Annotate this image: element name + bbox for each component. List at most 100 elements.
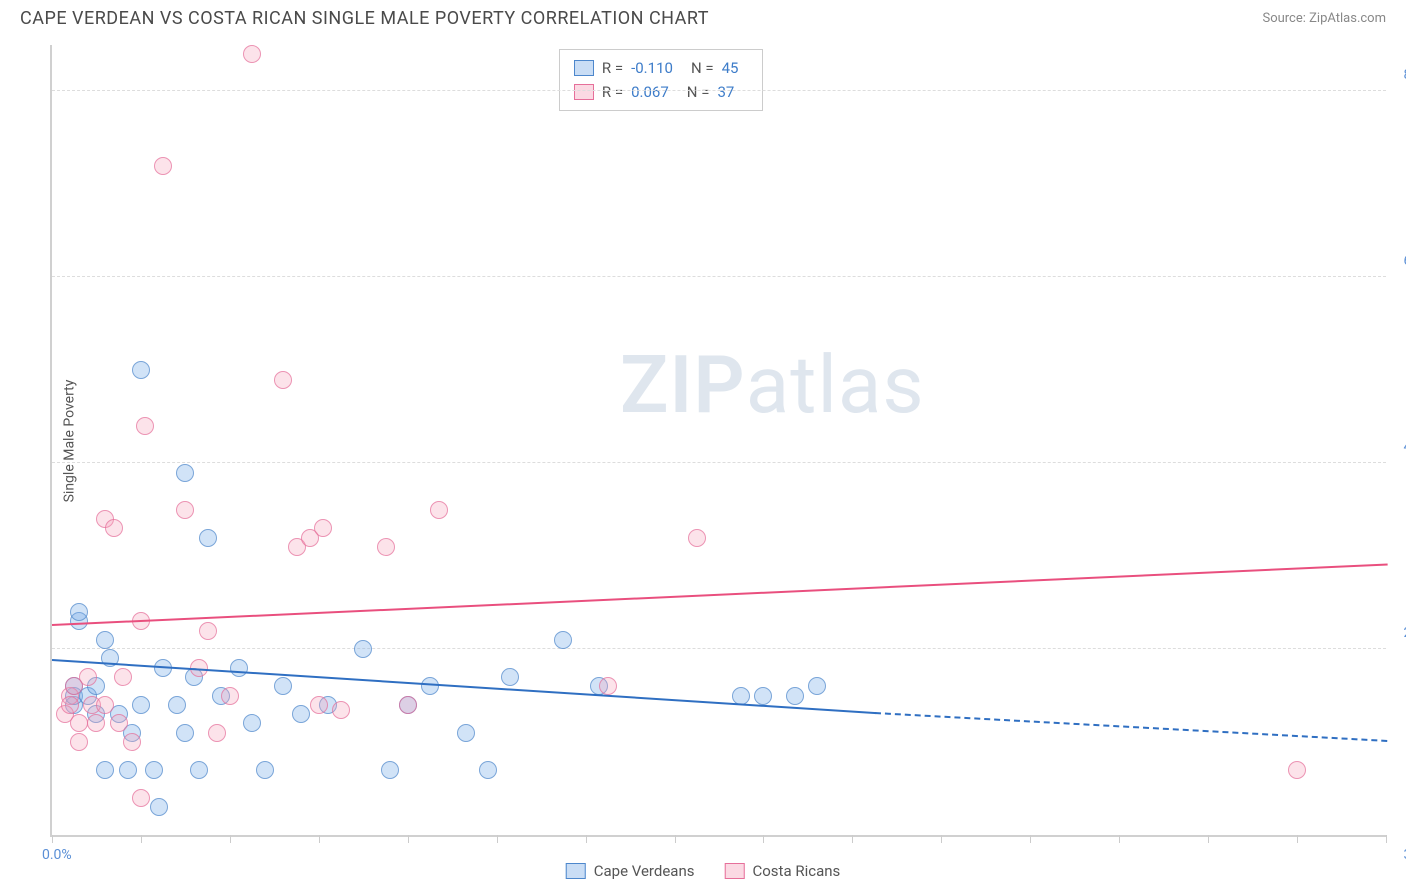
data-point (1288, 761, 1306, 779)
trend-line (52, 563, 1388, 626)
data-point (145, 761, 163, 779)
data-point (754, 687, 772, 705)
n-label: N = (691, 56, 714, 80)
data-point (96, 631, 114, 649)
data-point (154, 157, 172, 175)
r-value: 0.067 (631, 80, 669, 104)
legend: Cape Verdeans Costa Ricans (566, 862, 841, 880)
x-tick (319, 835, 320, 843)
header: CAPE VERDEAN VS COSTA RICAN SINGLE MALE … (0, 0, 1406, 33)
data-point (688, 529, 706, 547)
data-point (354, 640, 372, 658)
source-attribution: Source: ZipAtlas.com (1262, 11, 1386, 26)
data-point (132, 789, 150, 807)
data-point (110, 714, 128, 732)
data-point (430, 501, 448, 519)
data-point (150, 798, 168, 816)
data-point (230, 659, 248, 677)
data-point (786, 687, 804, 705)
data-point (96, 761, 114, 779)
x-axis-min-label: 0.0% (42, 847, 72, 863)
x-tick (1208, 835, 1209, 843)
data-point (123, 733, 141, 751)
data-point (61, 696, 79, 714)
x-tick (52, 835, 53, 843)
data-point (421, 677, 439, 695)
legend-swatch (574, 84, 594, 100)
gridline (52, 276, 1386, 277)
x-tick (141, 835, 142, 843)
legend-swatch (566, 863, 586, 879)
watermark: ZIPatlas (620, 338, 925, 432)
x-tick (852, 835, 853, 843)
r-label: R = (602, 56, 623, 80)
data-point (381, 761, 399, 779)
data-point (176, 464, 194, 482)
x-tick (1297, 835, 1298, 843)
stats-row: R =-0.110N =45 (574, 56, 749, 80)
gridline (52, 648, 1386, 649)
legend-item: Cape Verdeans (566, 862, 695, 880)
x-tick (1030, 835, 1031, 843)
data-point (274, 371, 292, 389)
x-tick (1119, 835, 1120, 843)
x-tick (586, 835, 587, 843)
data-point (310, 696, 328, 714)
legend-label: Cape Verdeans (594, 862, 695, 880)
x-tick (497, 835, 498, 843)
data-point (599, 677, 617, 695)
data-point (457, 724, 475, 742)
legend-label: Costa Ricans (752, 862, 840, 880)
data-point (96, 696, 114, 714)
data-point (332, 701, 350, 719)
data-point (554, 631, 572, 649)
gridline (52, 90, 1386, 91)
legend-swatch (574, 60, 594, 76)
legend-swatch (724, 863, 744, 879)
x-tick (675, 835, 676, 843)
data-point (199, 622, 217, 640)
stats-row: R = 0.067 N = 37 (574, 80, 749, 104)
data-point (136, 417, 154, 435)
data-point (132, 361, 150, 379)
data-point (243, 714, 261, 732)
data-point (501, 668, 519, 686)
x-tick (230, 835, 231, 843)
n-value: 37 (717, 80, 734, 104)
data-point (70, 603, 88, 621)
chart-area: Single Male Poverty ZIPatlas R =-0.110N … (50, 45, 1386, 837)
x-tick (1386, 835, 1387, 843)
x-tick (941, 835, 942, 843)
data-point (314, 519, 332, 537)
data-point (176, 501, 194, 519)
data-point (132, 696, 150, 714)
data-point (79, 668, 97, 686)
data-point (114, 668, 132, 686)
data-point (208, 724, 226, 742)
data-point (87, 714, 105, 732)
chart-title: CAPE VERDEAN VS COSTA RICAN SINGLE MALE … (20, 8, 709, 29)
data-point (399, 696, 417, 714)
trend-line (875, 712, 1387, 742)
data-point (190, 761, 208, 779)
plot-region: ZIPatlas R =-0.110N =45R =0.067N =37 20.… (50, 45, 1386, 837)
data-point (377, 538, 395, 556)
data-point (479, 761, 497, 779)
data-point (243, 45, 261, 63)
n-value: 45 (722, 56, 739, 80)
data-point (221, 687, 239, 705)
data-point (168, 696, 186, 714)
data-point (732, 687, 750, 705)
data-point (256, 761, 274, 779)
data-point (119, 761, 137, 779)
x-tick (763, 835, 764, 843)
stats-box: R =-0.110N =45R =0.067N =37 (559, 49, 764, 111)
n-label: N = (687, 80, 710, 104)
data-point (105, 519, 123, 537)
r-label: R = (602, 80, 623, 104)
legend-item: Costa Ricans (724, 862, 840, 880)
data-point (808, 677, 826, 695)
data-point (176, 724, 194, 742)
data-point (70, 733, 88, 751)
data-point (70, 714, 88, 732)
